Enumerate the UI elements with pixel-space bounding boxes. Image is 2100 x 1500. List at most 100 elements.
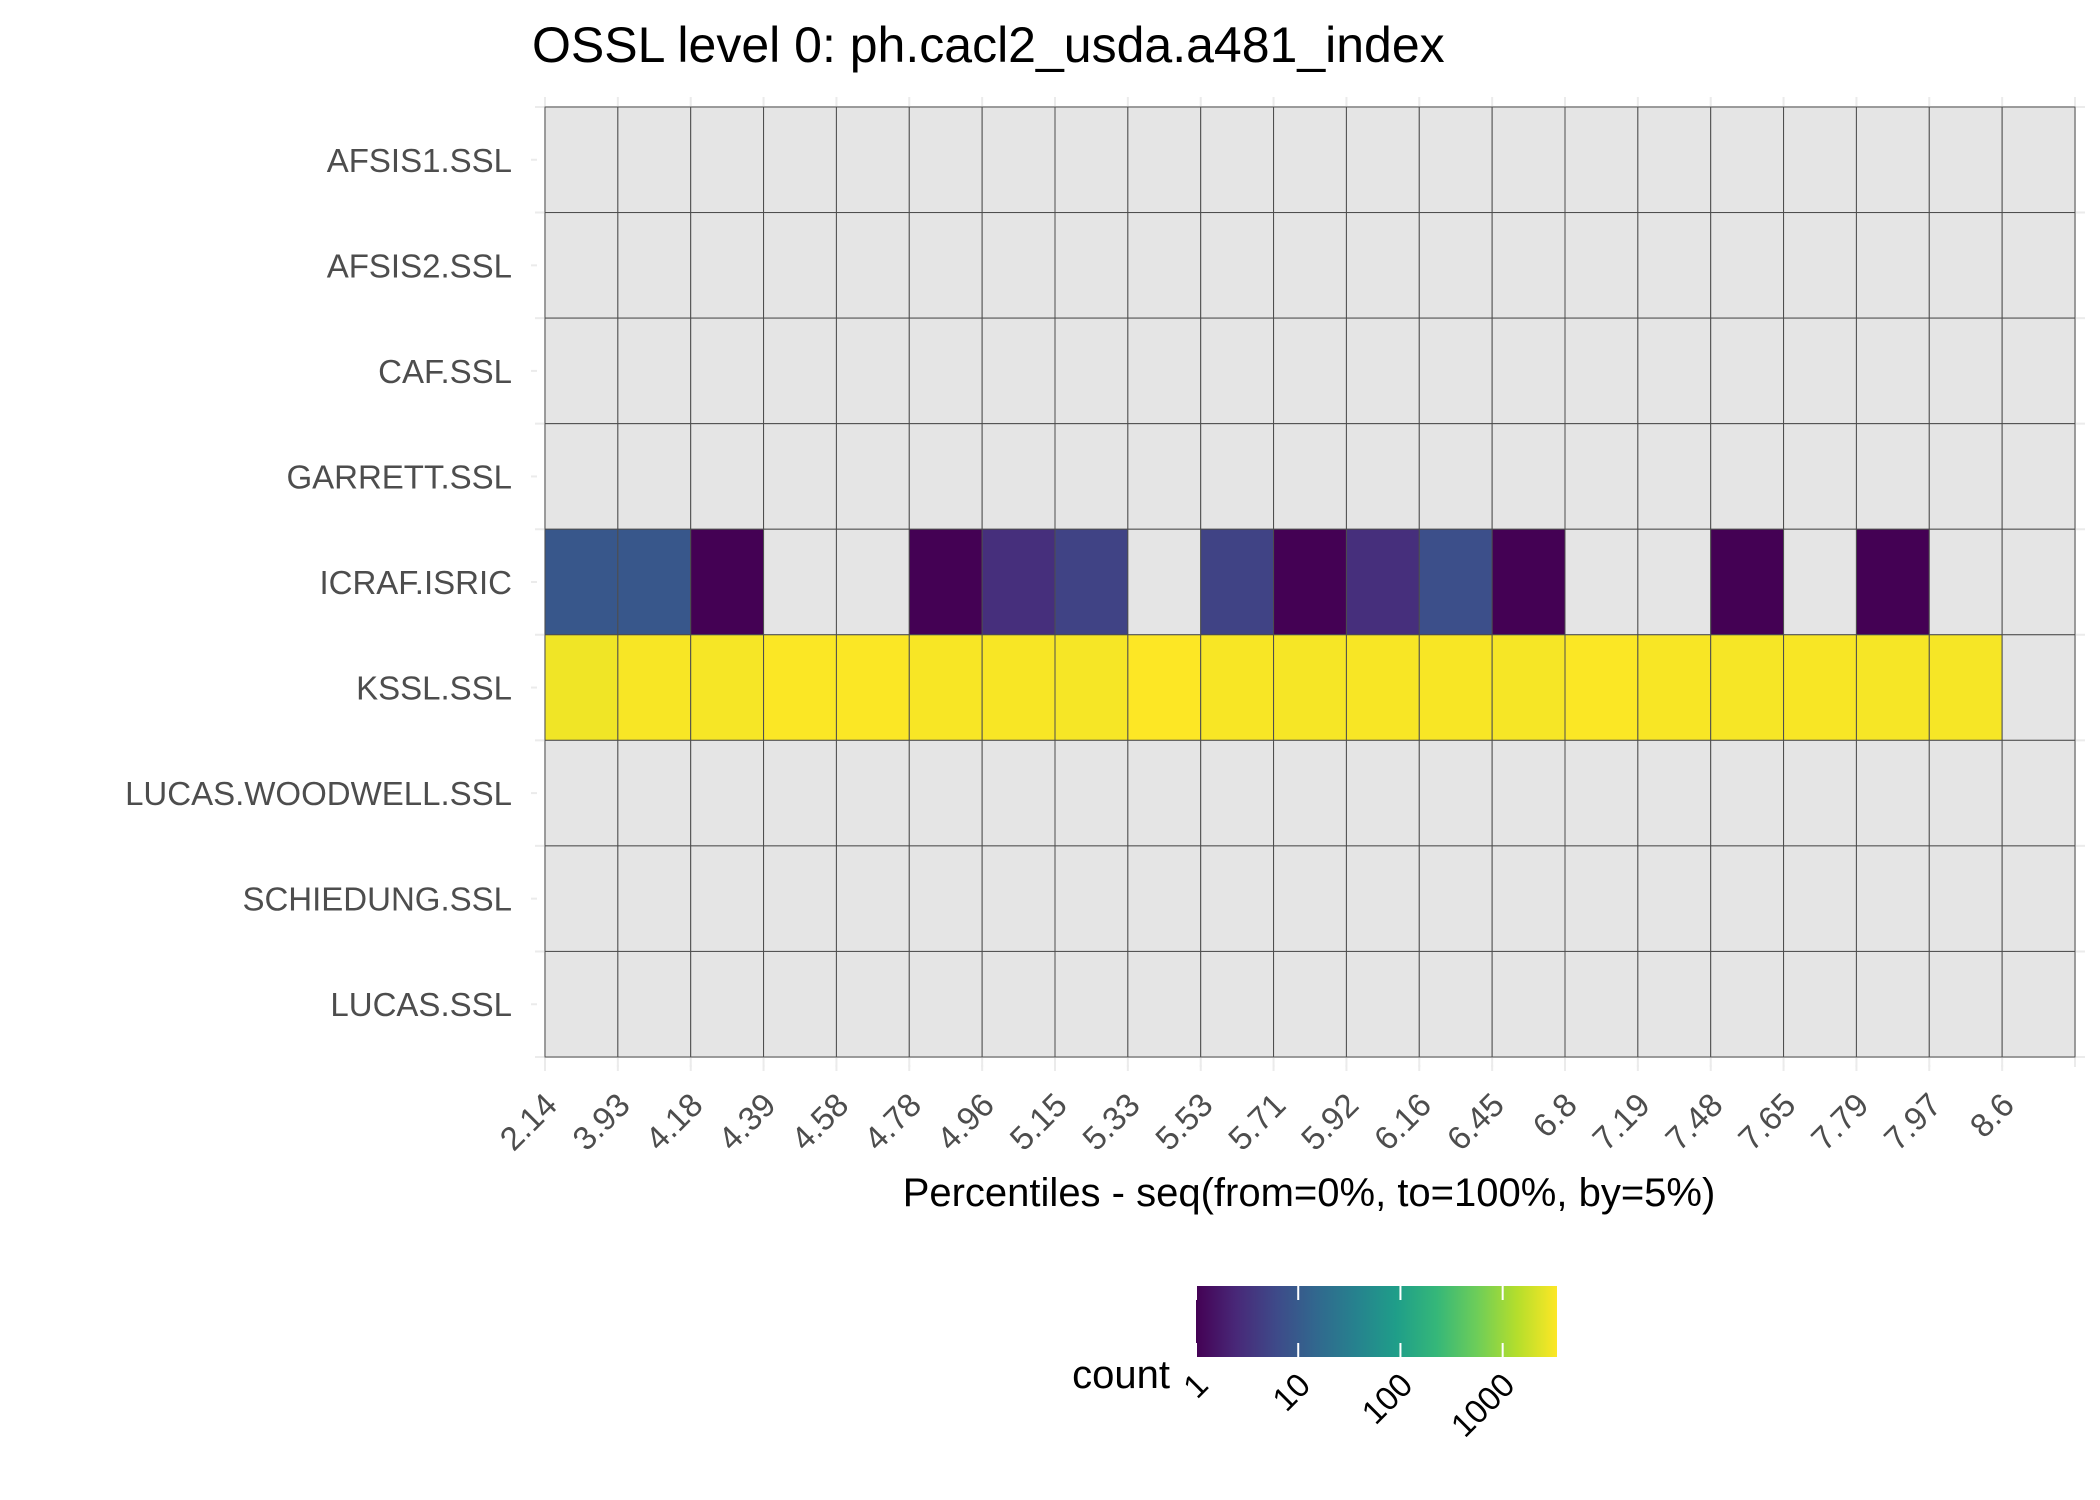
heatmap-cell <box>981 106 1056 214</box>
heatmap-cell <box>1491 845 1566 952</box>
heatmap-cell <box>1418 845 1493 952</box>
x-tick-label: 6.8 <box>1525 1086 1584 1145</box>
heatmap-cell <box>1855 528 1930 636</box>
heatmap-cell <box>981 739 1056 847</box>
heatmap-cell <box>1491 423 1566 530</box>
heatmap-cell <box>908 845 983 952</box>
heatmap-cell <box>690 212 765 319</box>
heatmap-cell <box>1273 106 1347 214</box>
heatmap-cell <box>835 739 910 847</box>
heatmap-cell <box>1200 739 1275 847</box>
heatmap-cell <box>690 106 765 214</box>
heatmap-cell <box>1637 950 1712 1058</box>
heatmap-cell <box>1127 634 1202 741</box>
heatmap-cell <box>835 212 910 319</box>
heatmap-cell <box>908 106 983 214</box>
heatmap-cell <box>1418 106 1493 214</box>
heatmap-cell <box>1491 634 1566 741</box>
heatmap-cell <box>981 634 1056 741</box>
x-tick-label: 7.48 <box>1658 1086 1730 1158</box>
heatmap-cell <box>1127 317 1202 425</box>
chart-title: OSSL level 0: ph.cacl2_usda.a481_index <box>532 17 1445 73</box>
heatmap-cell <box>1054 317 1129 425</box>
heatmap-cell <box>1710 634 1785 741</box>
heatmap-cell <box>1637 845 1712 952</box>
heatmap-cell <box>2001 739 2076 847</box>
heatmap-cell <box>763 106 837 214</box>
legend-tick-label: 100 <box>1354 1366 1419 1431</box>
heatmap-cell <box>1418 212 1493 319</box>
heatmap-cell <box>1637 317 1712 425</box>
heatmap-cell <box>908 950 983 1058</box>
heatmap-cell <box>1637 423 1712 530</box>
x-tick-label: 8.6 <box>1962 1086 2021 1145</box>
x-tick-label: 2.14 <box>492 1086 564 1158</box>
heatmap-cell <box>763 423 837 530</box>
heatmap-cell <box>908 423 983 530</box>
heatmap-cell <box>1564 317 1639 425</box>
heatmap-cell <box>617 528 692 636</box>
heatmap-cell <box>1127 739 1202 847</box>
heatmap-cell <box>690 739 765 847</box>
color-legend: 1 10 100 1000 count <box>1072 1286 1557 1444</box>
heatmap-cell <box>835 950 910 1058</box>
heatmap-cell <box>1783 634 1857 741</box>
heatmap-cell <box>1637 212 1712 319</box>
heatmap-cell <box>981 950 1056 1058</box>
heatmap-cell <box>1054 528 1129 636</box>
heatmap-cell <box>1928 212 2003 319</box>
x-tick-label: 6.16 <box>1367 1086 1439 1158</box>
heatmap-cell <box>1710 845 1785 952</box>
heatmap-cell <box>1273 950 1347 1058</box>
heatmap-cell <box>763 317 837 425</box>
heatmap-cell <box>1273 528 1347 636</box>
heatmap-cell <box>1928 528 2003 636</box>
y-tick-label: AFSIS2.SSL <box>327 247 512 284</box>
heatmap-cell <box>1710 423 1785 530</box>
heatmap-cell <box>1637 739 1712 847</box>
x-axis-title: Percentiles - seq(from=0%, to=100%, by=5… <box>903 1171 1716 1215</box>
x-tick-label: 4.78 <box>857 1086 929 1158</box>
heatmap-cell <box>763 950 837 1058</box>
heatmap-cell <box>1855 845 1930 952</box>
heatmap-cell <box>690 528 765 636</box>
heatmap-cell <box>1054 739 1129 847</box>
heatmap-cell <box>981 317 1056 425</box>
heatmap-cell <box>1418 634 1493 741</box>
heatmap-cell <box>1200 317 1275 425</box>
heatmap-cell <box>544 317 619 425</box>
x-tick-label: 6.45 <box>1440 1086 1512 1158</box>
x-tick-label: 5.71 <box>1221 1086 1293 1158</box>
heatmap-cell <box>1783 317 1857 425</box>
heatmap-cell <box>1127 423 1202 530</box>
heatmap-cell <box>981 528 1056 636</box>
x-tick-label: 4.18 <box>638 1086 710 1158</box>
heatmap-cell <box>1783 845 1857 952</box>
heatmap-cell <box>1855 634 1930 741</box>
heatmap-cell <box>1127 212 1202 319</box>
heatmap-cell <box>1491 528 1566 636</box>
x-tick-label: 7.19 <box>1585 1086 1657 1158</box>
heatmap-cell <box>1345 845 1420 952</box>
heatmap-cell <box>1200 950 1275 1058</box>
heatmap-cell <box>1564 739 1639 847</box>
x-tick-label: 7.79 <box>1804 1086 1876 1158</box>
heatmap-cell <box>1054 950 1129 1058</box>
heatmap-cell <box>1345 317 1420 425</box>
heatmap-cell <box>617 634 692 741</box>
heatmap-cell <box>617 739 692 847</box>
legend-title: count <box>1072 1353 1170 1397</box>
heatmap-cell <box>1418 317 1493 425</box>
y-tick-label: AFSIS1.SSL <box>327 142 512 179</box>
heatmap-cell <box>1491 106 1566 214</box>
heatmap-cell <box>763 528 837 636</box>
x-tick-label: 5.92 <box>1294 1086 1366 1158</box>
heatmap-cell <box>544 423 619 530</box>
heatmap-cell <box>544 212 619 319</box>
heatmap-cell <box>1637 528 1712 636</box>
heatmap-cell <box>1564 950 1639 1058</box>
heatmap-cell <box>1564 106 1639 214</box>
heatmap-cell <box>1127 845 1202 952</box>
heatmap-cell <box>981 845 1056 952</box>
y-tick-label: SCHIEDUNG.SSL <box>242 881 512 918</box>
